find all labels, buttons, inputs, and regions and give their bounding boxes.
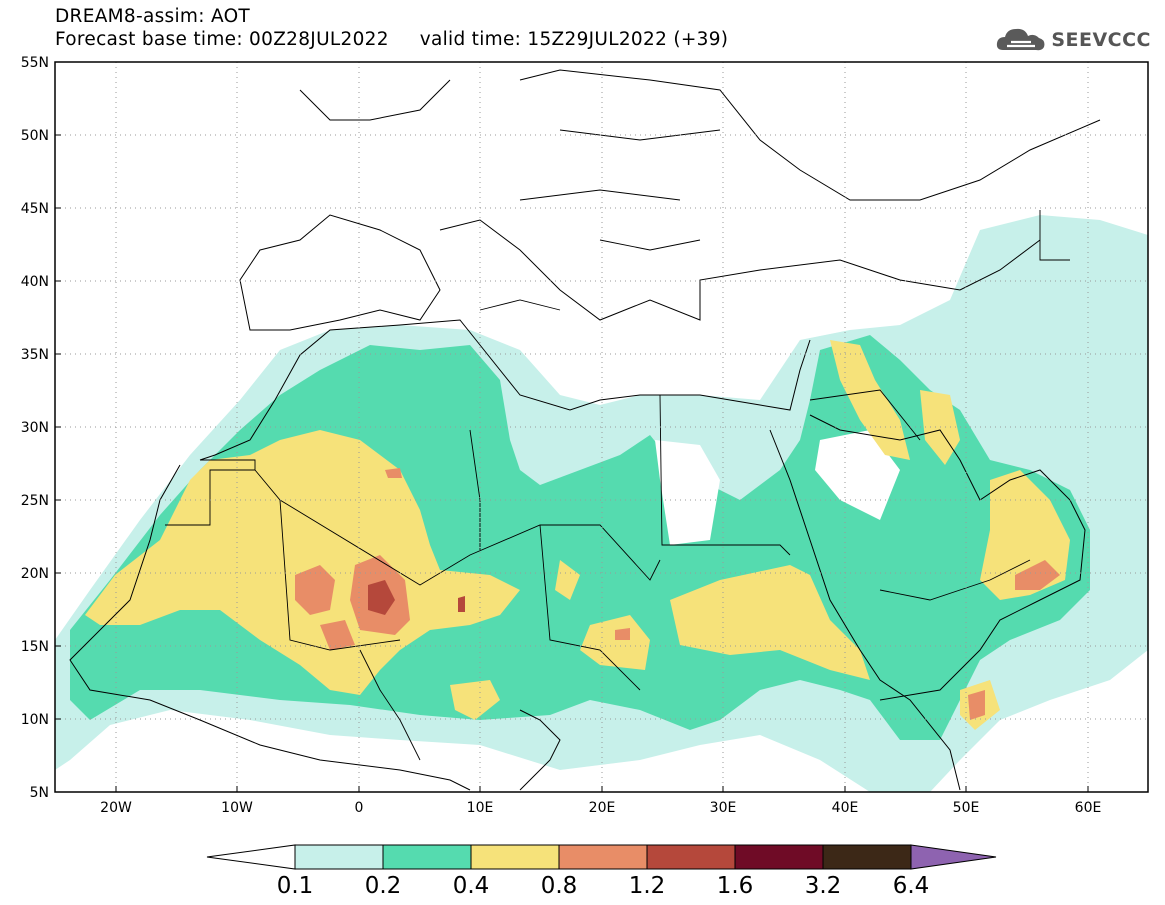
lon-label: 20E (589, 800, 616, 816)
lat-label: 5N (30, 785, 49, 801)
colorbar-swatch (382, 844, 472, 870)
coastlines (69, 69, 1101, 791)
seevccc-logo: SEEVCCC (995, 26, 1151, 54)
gridlines (55, 62, 1148, 792)
lon-label: 60E (1075, 800, 1102, 816)
lat-label: 10N (21, 712, 49, 728)
colorbar-swatch (822, 844, 912, 870)
aot-contour-0.8 (295, 565, 335, 615)
logo-text: SEEVCCC (1051, 29, 1151, 51)
forecast-time-label: Forecast base time: 00Z28JUL2022 valid t… (55, 29, 729, 50)
lat-label: 35N (21, 347, 49, 363)
colorbar-over-arrow (910, 844, 997, 870)
country-borders (165, 129, 1070, 761)
lat-label: 55N (21, 55, 49, 71)
latitude-labels: 55N 50N 45N 40N 35N 30N 25N 20N 15N 10N … (21, 55, 49, 801)
colorbar-under-arrow (206, 844, 296, 870)
colorbar-label: 0.2 (365, 873, 402, 899)
lat-label: 30N (21, 420, 49, 436)
longitude-labels: 20W 10W 0 10E 20E 30E 40E 50E 60E (100, 800, 1101, 816)
colorbar-swatch (558, 844, 648, 870)
lon-label: 10E (467, 800, 494, 816)
colorbar-swatch (646, 844, 736, 870)
colorbar (206, 844, 997, 870)
lon-label: 50E (953, 800, 980, 816)
lat-label: 40N (21, 274, 49, 290)
cloud-icon (997, 28, 1045, 51)
colorbar-labels: 0.1 0.2 0.4 0.8 1.2 1.6 3.2 6.4 (277, 873, 930, 899)
lat-label: 50N (21, 128, 49, 144)
lon-label: 0 (355, 800, 364, 816)
lat-label: 20N (21, 566, 49, 582)
lat-label: 45N (21, 201, 49, 217)
aot-field (55, 215, 1148, 792)
colorbar-label: 6.4 (893, 873, 930, 899)
lon-label: 30E (710, 800, 737, 816)
colorbar-label: 1.6 (717, 873, 754, 899)
colorbar-swatch (294, 844, 384, 870)
lat-label: 25N (21, 493, 49, 509)
map-title: DREAM8-assim: AOT (55, 6, 251, 27)
colorbar-label: 0.4 (453, 873, 490, 899)
lat-label: 15N (21, 639, 49, 655)
colorbar-label: 1.2 (629, 873, 666, 899)
colorbar-label: 3.2 (805, 873, 842, 899)
lon-label: 10W (221, 800, 253, 816)
aot-contour-1.2 (368, 580, 395, 615)
colorbar-label: 0.8 (541, 873, 578, 899)
colorbar-label: 0.1 (277, 873, 314, 899)
colorbar-swatch (734, 844, 824, 870)
aot-contour-0.4 (85, 430, 520, 695)
lon-label: 20W (100, 800, 132, 816)
colorbar-swatch (470, 844, 560, 870)
axis-ticks (55, 61, 1089, 793)
lon-label: 40E (832, 800, 859, 816)
